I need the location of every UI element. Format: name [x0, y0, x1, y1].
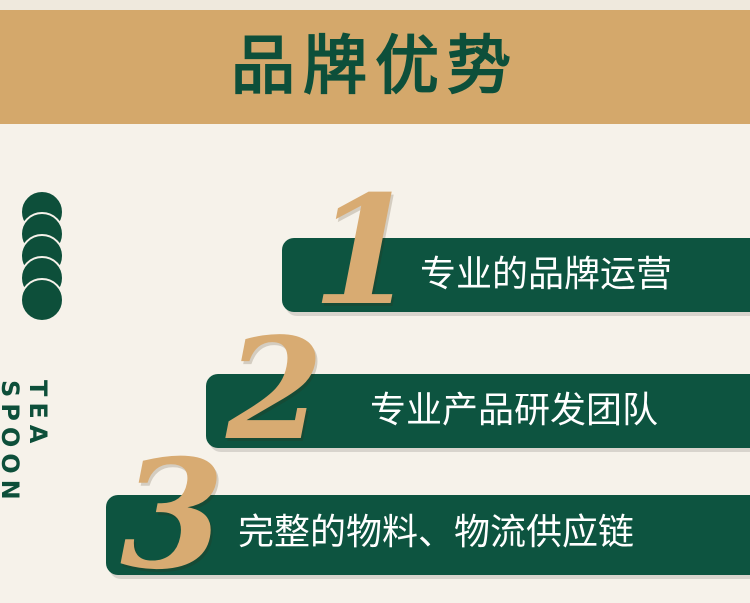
dot-icon — [20, 278, 64, 322]
advantage-item-2: 专业产品研发团队 — [206, 374, 750, 448]
decorative-dots — [18, 190, 64, 322]
advantage-number-2: 2 — [226, 308, 324, 472]
advantage-label: 专业的品牌运营 — [420, 254, 673, 295]
brand-vertical-text: TEA SPOON — [0, 380, 52, 506]
page-title: 品牌优势 — [231, 30, 519, 104]
advantage-number-1: 1 — [312, 163, 417, 339]
header-banner: 品牌优势 — [0, 10, 750, 124]
advantage-label: 完整的物料、物流供应链 — [238, 512, 635, 553]
advantage-label: 专业产品研发团队 — [370, 390, 659, 431]
advantage-item-1: 专业的品牌运营 — [282, 238, 750, 312]
advantage-number-3: 3 — [120, 427, 225, 603]
top-strip — [0, 0, 750, 10]
